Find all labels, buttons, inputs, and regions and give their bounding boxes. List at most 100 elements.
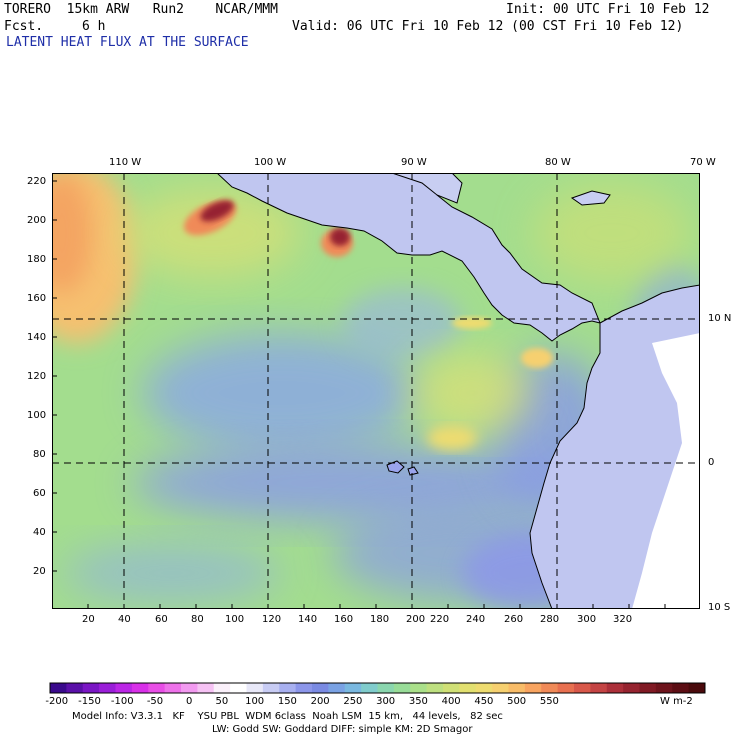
colorbar-cell — [230, 683, 247, 693]
colorbar-label: 250 — [343, 696, 363, 707]
colorbar-cell — [590, 683, 608, 693]
colorbar-cell — [344, 683, 362, 693]
colorbar-cell — [655, 683, 673, 693]
x-tick-label: 220 — [430, 614, 450, 625]
colorbar-frame — [49, 682, 706, 694]
colorbar-cell — [688, 683, 706, 693]
colorbar-label: 350 — [408, 696, 428, 707]
colorbar-cell — [181, 683, 198, 693]
galapagos — [386, 460, 405, 474]
colorbar-cell — [312, 683, 329, 693]
colorbar-label: 500 — [507, 696, 527, 707]
colorbar-cell — [492, 683, 509, 693]
colorbar-cell — [295, 683, 313, 693]
south-america-inland — [632, 333, 700, 609]
yucatan — [391, 173, 463, 204]
y-tick-label: 140 — [27, 332, 47, 343]
x-tick-label: 180 — [370, 614, 390, 625]
colorbar-cell — [213, 683, 231, 693]
lon-label: 70 W — [690, 157, 716, 168]
lon-label: 90 W — [401, 157, 427, 168]
x-tick-label: 320 — [613, 614, 633, 625]
y-tick-label: 100 — [27, 410, 47, 421]
axis-ticks — [52, 180, 666, 609]
x-tick-label: 280 — [540, 614, 560, 625]
colorbar-label: 550 — [539, 696, 559, 707]
init-time: Init: 00 UTC Fri 10 Feb 12 — [506, 2, 710, 17]
x-tick-label: 20 — [82, 614, 95, 625]
lat-label: 10 N — [708, 313, 732, 324]
colorbar-cell — [361, 683, 378, 693]
colorbar-cell — [443, 683, 460, 693]
colorbar-cell — [115, 683, 133, 693]
x-tick-label: 300 — [577, 614, 597, 625]
y-tick-label: 60 — [33, 488, 46, 499]
colorbar-cell — [672, 683, 690, 693]
model-title: TORERO 15km ARW Run2 NCAR/MMM — [4, 2, 278, 17]
lat-label: 10 S — [708, 602, 731, 613]
colorbar-cell — [541, 683, 559, 693]
y-tick-label: 220 — [27, 176, 47, 187]
x-tick-label: 200 — [406, 614, 426, 625]
colorbar-label: 150 — [277, 696, 297, 707]
colorbar-cell — [410, 683, 428, 693]
colorbar-label: 400 — [441, 696, 461, 707]
y-tick-label: 120 — [27, 371, 47, 382]
valid-time: Valid: 06 UTC Fri 10 Feb 12 (00 CST Fri … — [292, 19, 684, 34]
land-areas — [202, 173, 700, 609]
colorbar-cell — [459, 683, 477, 693]
model-physics: LW: Godd SW: Goddard DIFF: simple KM: 2D… — [212, 724, 473, 735]
colorbar-cell — [50, 683, 67, 693]
colorbar-cell — [377, 683, 395, 693]
colorbar-cell — [66, 683, 84, 693]
colorbar-cell — [164, 683, 182, 693]
colorbar-cell — [393, 683, 411, 693]
colorbar-cell — [99, 683, 116, 693]
x-tick-label: 40 — [118, 614, 131, 625]
y-tick-label: 40 — [33, 527, 46, 538]
y-tick-label: 80 — [33, 449, 46, 460]
colorbar-cell — [82, 683, 100, 693]
colorbar-cell — [475, 683, 493, 693]
colorbar-cell — [131, 683, 149, 693]
x-tick-label: 160 — [334, 614, 354, 625]
caribbean-island — [570, 190, 611, 206]
x-tick-label: 60 — [155, 614, 168, 625]
colorbar-cell — [574, 683, 591, 693]
lon-label: 80 W — [545, 157, 571, 168]
y-tick-label: 180 — [27, 254, 47, 265]
colorbar-label: 200 — [310, 696, 330, 707]
colorbar-cell — [328, 683, 346, 693]
y-tick-label: 20 — [33, 566, 46, 577]
colorbar-cell — [557, 683, 575, 693]
colorbar-label: 0 — [185, 696, 193, 707]
colorbar-label: 100 — [245, 696, 265, 707]
x-tick-label: 140 — [298, 614, 318, 625]
colorbar-units: W m-2 — [660, 696, 693, 707]
colorbar-label: 50 — [215, 696, 229, 707]
y-tick-label: 160 — [27, 293, 47, 304]
colorbar-label: -150 — [78, 696, 101, 707]
colorbar-label: -100 — [110, 696, 134, 707]
x-tick-label: 120 — [262, 614, 282, 625]
colorbar-cell — [279, 683, 297, 693]
forecast-label: Fcst. — [4, 19, 44, 34]
lon-label: 110 W — [109, 157, 142, 168]
x-tick-label: 240 — [466, 614, 486, 625]
graticule — [52, 173, 700, 609]
colorbar-cell — [508, 683, 526, 693]
colorbar-cell — [148, 683, 166, 693]
colorbar-cell — [623, 683, 640, 693]
colorbar-label: -50 — [146, 696, 164, 707]
x-tick-label: 100 — [225, 614, 245, 625]
colorbar-cell — [639, 683, 657, 693]
model-info: Model Info: V3.3.1 KF YSU PBL WDM 6class… — [72, 711, 503, 722]
field-title: LATENT HEAT FLUX AT THE SURFACE — [6, 35, 249, 50]
latent-heat-flux-map — [52, 173, 700, 609]
central-america — [202, 173, 601, 342]
colorbar-cell — [197, 683, 215, 693]
colorbar-label: -200 — [45, 696, 69, 707]
colorbar-label: 450 — [474, 696, 494, 707]
y-tick-label: 200 — [27, 215, 47, 226]
colorbar-cell — [524, 683, 542, 693]
